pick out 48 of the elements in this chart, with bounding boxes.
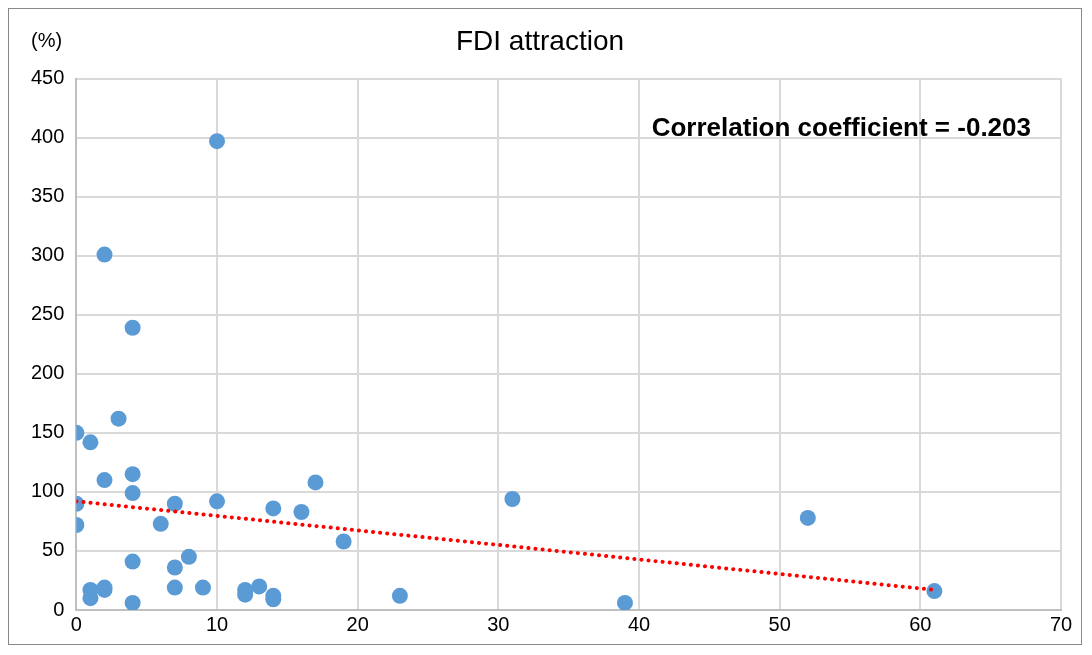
y-tick-label: 450: [30, 66, 65, 89]
point: [307, 474, 324, 491]
y-tick-label: 50: [42, 538, 65, 561]
point: [166, 495, 183, 512]
point: [504, 491, 521, 507]
point: [166, 559, 183, 576]
y-tick-label: 350: [30, 184, 65, 207]
point: [209, 493, 226, 510]
x-tick-label: 50: [768, 612, 791, 635]
point: [124, 594, 141, 610]
y-tick-label: 0: [53, 597, 65, 620]
y-axis-title: (%): [31, 28, 63, 51]
y-tick-label: 250: [30, 302, 65, 325]
point: [293, 503, 310, 520]
x-tick-label: 60: [909, 612, 932, 635]
x-tick-label: 20: [346, 612, 369, 635]
point: [124, 485, 141, 502]
point: [799, 509, 816, 526]
point: [391, 587, 408, 604]
point: [251, 578, 268, 595]
point: [82, 434, 99, 451]
x-tick-label: 10: [205, 612, 229, 635]
x-tick-label: 70: [1049, 612, 1073, 635]
point: [124, 319, 141, 336]
y-tick-label: 100: [30, 479, 65, 502]
x-tick-label: 40: [627, 612, 651, 635]
point: [209, 133, 226, 150]
chart-title: FDI attraction: [455, 24, 625, 56]
x-tick-label: 0: [70, 612, 82, 635]
y-tick-label: 400: [30, 125, 65, 148]
point: [166, 579, 183, 596]
point: [152, 515, 169, 532]
point: [180, 548, 197, 565]
point: [335, 533, 352, 550]
y-tick-label: 300: [30, 243, 65, 266]
annotation: Correlation coefficient = -0.203: [651, 111, 1031, 142]
x-tick-label: 30: [487, 612, 510, 635]
point: [926, 583, 943, 600]
point: [124, 466, 141, 483]
point: [110, 410, 127, 427]
point: [616, 594, 633, 610]
point: [96, 246, 113, 263]
y-tick-label: 150: [30, 420, 65, 443]
point: [124, 553, 141, 570]
point: [96, 472, 113, 489]
y-tick-label: 200: [30, 361, 65, 384]
point: [194, 579, 211, 596]
point: [265, 500, 282, 517]
